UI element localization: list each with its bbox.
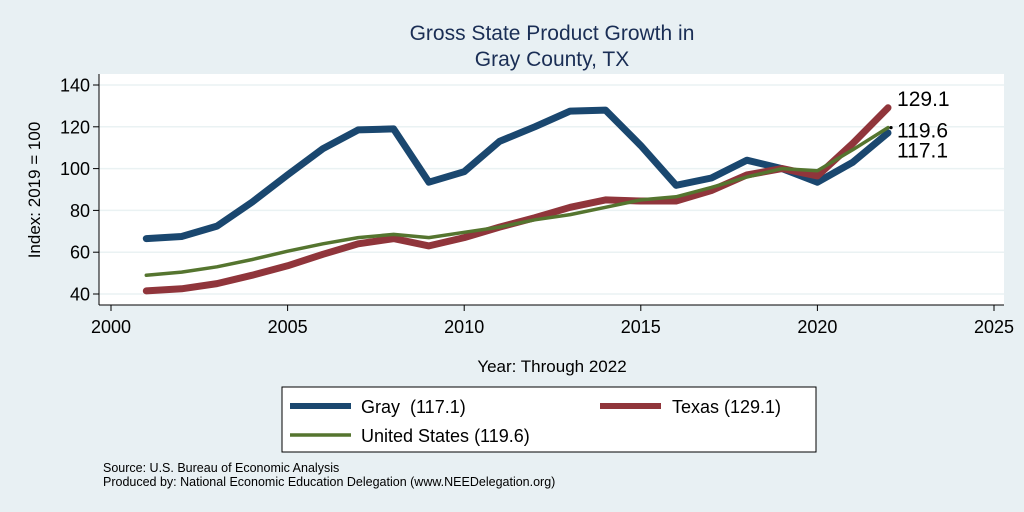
y-tick-label-60: 60 bbox=[70, 243, 90, 263]
y-tick-label-100: 100 bbox=[60, 159, 90, 179]
y-ticks: 40 60 80 100 120 140 bbox=[60, 76, 99, 305]
y-tick-label-140: 140 bbox=[60, 76, 90, 96]
x-tick-label-2015: 2015 bbox=[621, 317, 661, 337]
plot-area bbox=[99, 74, 1004, 305]
series-layer bbox=[142, 104, 892, 295]
x-axis-title: Year: Through 2022 bbox=[477, 357, 626, 376]
legend: Gray (117.1) Texas (129.1) United States… bbox=[281, 386, 817, 453]
end-label-texas: 129.1 bbox=[897, 88, 950, 111]
chart-title-line-2: Gray County, TX bbox=[475, 48, 629, 71]
end-label-united-states: 119.6 bbox=[897, 120, 948, 143]
x-tick-label-2000: 2000 bbox=[91, 317, 131, 337]
legend-label-texas: Texas (129.1) bbox=[672, 397, 781, 417]
source-note: Source: U.S. Bureau of Economic Analysis bbox=[103, 461, 339, 475]
end-label-gray: 117.1 bbox=[897, 140, 948, 163]
produced-by-note: Produced by: National Economic Education… bbox=[103, 475, 555, 489]
legend-label-united-states: United States (119.6) bbox=[361, 426, 530, 446]
x-tick-label-2010: 2010 bbox=[444, 317, 484, 337]
y-tick-label-80: 80 bbox=[70, 201, 90, 221]
end-labels: 117.1 129.1 119.6 bbox=[889, 88, 950, 163]
y-tick-label-40: 40 bbox=[70, 285, 90, 305]
axes bbox=[98, 74, 1004, 306]
end-label-marker-united-states bbox=[889, 126, 893, 130]
x-tick-label-2020: 2020 bbox=[797, 317, 837, 337]
legend-label-gray: Gray (117.1) bbox=[361, 397, 466, 417]
x-tick-label-2025: 2025 bbox=[974, 317, 1014, 337]
chart-title-line-1: Gross State Product Growth in bbox=[410, 22, 695, 45]
series-line-united-states bbox=[144, 125, 890, 277]
series-line-gray bbox=[142, 106, 892, 243]
y-axis-title: Index: 2019 = 100 bbox=[25, 122, 44, 259]
x-tick-label-2005: 2005 bbox=[268, 317, 308, 337]
legend-box bbox=[281, 386, 817, 453]
y-tick-label-120: 120 bbox=[60, 117, 90, 137]
x-ticks: 2000 2005 2010 2015 2020 2025 bbox=[91, 305, 1014, 337]
